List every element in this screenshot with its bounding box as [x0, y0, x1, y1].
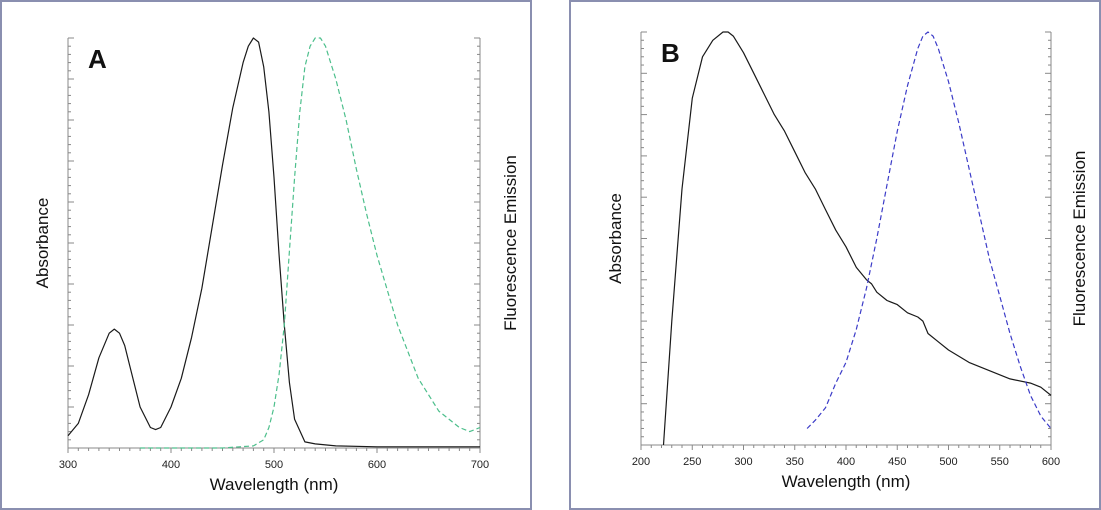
absorbance-series-line [662, 31, 1052, 446]
x-tick-label: 600 [1042, 456, 1060, 468]
emission-series-line [806, 31, 1052, 429]
chart-a-svg: 300 400 500 600 700 A Wavelength (nm) Absorbanc… [33, 37, 520, 494]
panel-letter-label: A [88, 44, 107, 74]
x-tick-label: 700 [471, 459, 489, 471]
chart-panel-b: 200 250 300 350 400 450 500 550 600 B Wavelength (… [569, 0, 1101, 510]
x-tick-label: 500 [939, 456, 957, 468]
chart-panel-a: 300 400 500 600 700 A Wavelength (nm) Absorbanc… [0, 0, 532, 510]
x-tick-label: 250 [683, 456, 701, 468]
x-tick-label: 450 [888, 456, 906, 468]
x-axis-title: Wavelength (nm) [210, 475, 339, 494]
y-axis-title-left: Absorbance [606, 193, 625, 284]
x-tick-label: 200 [632, 456, 650, 468]
chart-b-svg: 200 250 300 350 400 450 500 550 600 B Wavelength (… [606, 31, 1089, 491]
y-axis-title-right: Fluorescence Emission [1070, 151, 1089, 327]
x-tick-label: 350 [786, 456, 804, 468]
x-tick-label: 550 [991, 456, 1009, 468]
x-tick-label: 600 [368, 459, 386, 471]
emission-series-line [140, 37, 481, 449]
y-axis-title-left: Absorbance [33, 198, 52, 289]
x-tick-label: 400 [837, 456, 855, 468]
y-axis-title-right: Fluorescence Emission [501, 155, 520, 331]
x-tick-label: 400 [162, 459, 180, 471]
absorbance-series-line [67, 37, 480, 448]
x-tick-label: 500 [265, 459, 283, 471]
x-tick-label: 300 [734, 456, 752, 468]
x-tick-label: 300 [59, 459, 77, 471]
x-axis-title: Wavelength (nm) [782, 472, 911, 491]
panel-letter-label: B [661, 38, 680, 68]
